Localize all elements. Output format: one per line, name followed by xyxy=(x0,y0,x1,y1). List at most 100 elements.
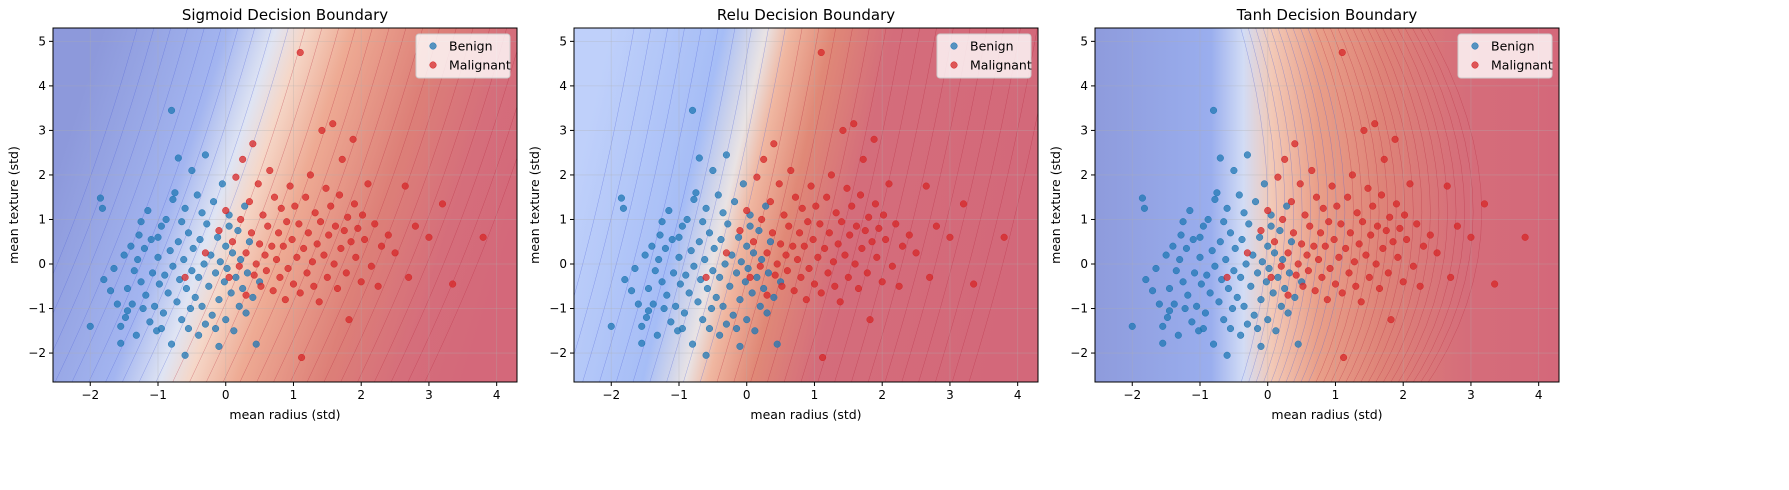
point-malignant xyxy=(856,191,865,199)
point-malignant xyxy=(1389,238,1397,246)
point-benign xyxy=(212,325,220,333)
point-benign xyxy=(171,189,179,197)
point-malignant xyxy=(335,191,344,199)
point-malignant xyxy=(1284,291,1292,299)
point-benign xyxy=(1256,233,1264,241)
point-benign xyxy=(699,218,707,226)
y-tick-label: −1 xyxy=(28,302,46,316)
point-malignant xyxy=(1345,269,1353,277)
point-malignant xyxy=(785,222,793,230)
x-tick-label: 1 xyxy=(811,388,819,402)
point-benign xyxy=(665,207,673,215)
point-benign xyxy=(1237,273,1245,281)
point-benign xyxy=(638,339,646,347)
contour-line xyxy=(834,28,920,382)
point-benign xyxy=(216,258,224,266)
point-malignant xyxy=(1467,233,1475,241)
point-malignant xyxy=(766,198,774,206)
point-malignant xyxy=(270,193,279,201)
point-malignant xyxy=(262,267,270,275)
point-malignant xyxy=(257,282,265,290)
point-benign xyxy=(208,311,216,319)
point-malignant xyxy=(384,231,392,239)
contour-line xyxy=(599,28,685,382)
point-malignant xyxy=(1480,200,1489,208)
point-benign xyxy=(701,255,709,264)
point-malignant xyxy=(256,240,264,248)
y-tick-label: 1 xyxy=(559,212,567,226)
point-malignant xyxy=(763,291,771,299)
point-benign xyxy=(98,204,106,212)
point-malignant xyxy=(854,284,863,293)
contour-line xyxy=(273,28,407,382)
y-tick-label: −1 xyxy=(549,302,567,316)
point-benign xyxy=(688,106,697,114)
point-malignant xyxy=(1377,191,1386,199)
point-benign xyxy=(196,235,204,244)
point-malignant xyxy=(850,120,858,128)
point-malignant xyxy=(831,282,839,290)
point-benign xyxy=(173,298,181,306)
plot-area xyxy=(574,28,1038,382)
point-benign xyxy=(670,269,678,277)
point-malignant xyxy=(888,262,896,270)
point-malignant xyxy=(875,224,883,232)
point-malignant xyxy=(1362,251,1370,259)
point-malignant xyxy=(315,298,323,306)
point-malignant xyxy=(1433,249,1441,257)
point-benign xyxy=(655,255,663,264)
point-benign xyxy=(1149,287,1157,295)
point-benign xyxy=(1257,296,1265,304)
point-benign xyxy=(735,233,743,241)
point-malignant xyxy=(1409,262,1417,270)
y-tick-label: 4 xyxy=(1080,79,1088,93)
point-malignant xyxy=(1447,273,1455,281)
point-benign xyxy=(648,242,656,250)
point-benign xyxy=(607,322,615,330)
y-tick-label: 0 xyxy=(38,257,46,271)
point-benign xyxy=(642,313,651,321)
point-benign xyxy=(1196,233,1204,241)
point-benign xyxy=(189,244,197,252)
contour-line xyxy=(1389,28,1440,382)
chart-title: Sigmoid Decision Boundary xyxy=(182,6,388,24)
point-benign xyxy=(243,269,251,277)
point-benign xyxy=(117,339,125,347)
contour-line xyxy=(733,28,820,382)
point-benign xyxy=(680,309,688,317)
point-benign xyxy=(619,204,627,212)
point-benign xyxy=(1193,302,1201,310)
point-benign xyxy=(178,218,186,226)
point-malignant xyxy=(773,260,781,268)
x-tick-label: 4 xyxy=(1535,388,1543,402)
point-malignant xyxy=(340,227,348,235)
point-malignant xyxy=(1330,235,1338,244)
point-benign xyxy=(159,309,167,317)
point-benign xyxy=(203,220,211,228)
point-malignant xyxy=(327,202,335,210)
point-benign xyxy=(1264,316,1272,324)
point-malignant xyxy=(281,296,289,304)
point-benign xyxy=(1272,327,1280,335)
point-benign xyxy=(760,284,768,293)
point-benign xyxy=(1204,215,1212,224)
point-benign xyxy=(1162,251,1170,259)
point-benign xyxy=(753,273,761,281)
point-malignant xyxy=(777,240,785,248)
point-benign xyxy=(1216,238,1224,246)
point-benign xyxy=(181,351,189,359)
x-tick-label: 1 xyxy=(290,388,298,402)
point-benign xyxy=(736,342,744,350)
contour-line xyxy=(750,28,836,382)
point-malignant xyxy=(295,220,303,228)
point-malignant xyxy=(1264,207,1272,215)
point-benign xyxy=(658,218,666,226)
point-malignant xyxy=(898,242,907,250)
point-benign xyxy=(184,229,193,237)
point-malignant xyxy=(1406,180,1414,188)
point-malignant xyxy=(242,291,250,299)
point-malignant xyxy=(1426,231,1434,239)
point-benign xyxy=(1264,242,1272,250)
point-malignant xyxy=(1371,120,1379,128)
point-benign xyxy=(155,280,163,288)
